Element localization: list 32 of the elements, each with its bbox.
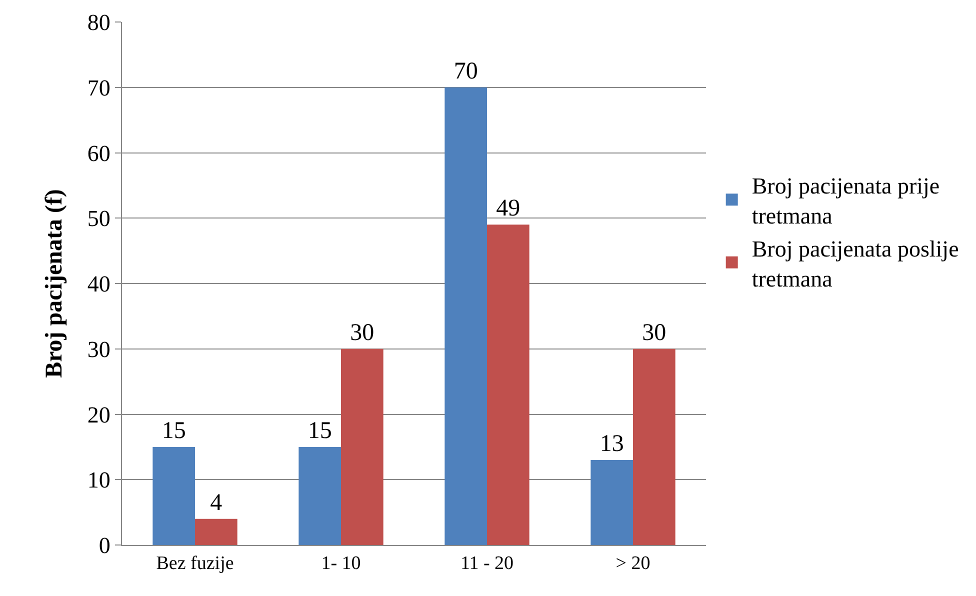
- x-tick-label: 1- 10: [321, 552, 361, 574]
- bar: [487, 224, 530, 545]
- bar: [298, 446, 341, 545]
- bar: [341, 348, 384, 545]
- y-tick-label: 30: [87, 336, 110, 362]
- data-label: 15: [162, 418, 186, 444]
- y-tick-label: 70: [87, 75, 110, 100]
- y-tick-label: 80: [87, 10, 110, 36]
- y-tick-label: 40: [87, 272, 110, 297]
- x-tick-label: > 20: [616, 552, 650, 574]
- data-label: 49: [496, 196, 520, 222]
- y-tick-label: 20: [87, 402, 110, 428]
- bar: [152, 446, 195, 545]
- bar: [590, 460, 633, 545]
- legend-label: Broj pacijenata poslije tretmana: [752, 236, 959, 292]
- data-label: 15: [308, 418, 332, 444]
- x-tick-label: 11 - 20: [460, 552, 514, 574]
- y-tick-label: 50: [87, 206, 110, 232]
- y-axis-title: Broj pacijenata (f): [42, 189, 68, 378]
- y-tick-label: 60: [87, 140, 110, 166]
- bar: [195, 518, 238, 545]
- y-tick-label: 0: [98, 533, 110, 558]
- y-tick-label: 10: [87, 468, 110, 493]
- bar: [633, 348, 676, 545]
- data-label: 30: [642, 320, 666, 346]
- data-label: 4: [210, 490, 222, 516]
- legend-label: Broj pacijenata prije tretmana: [752, 174, 940, 229]
- data-label: 30: [350, 320, 374, 346]
- x-tick-label: Bez fuzije: [156, 552, 234, 574]
- data-label: 13: [600, 431, 624, 458]
- data-label: 70: [454, 58, 478, 84]
- bar: [444, 87, 487, 545]
